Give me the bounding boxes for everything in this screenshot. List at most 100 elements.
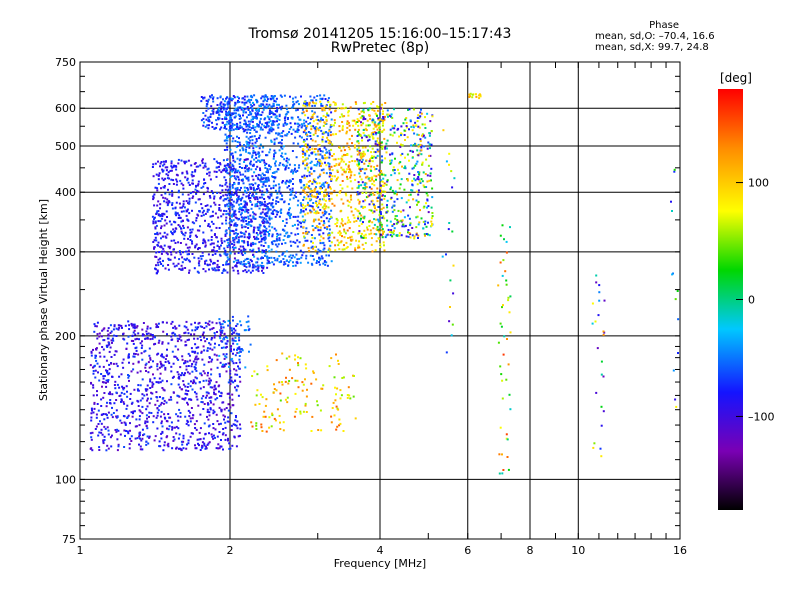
data-point (185, 393, 188, 395)
data-point (264, 98, 266, 101)
data-point (320, 169, 323, 172)
data-point (177, 358, 180, 361)
data-point (348, 168, 351, 171)
data-point (97, 409, 100, 412)
data-point (248, 350, 250, 353)
data-point (329, 192, 332, 195)
data-point (371, 135, 374, 138)
data-point (227, 199, 230, 202)
data-point (314, 132, 317, 135)
data-point (281, 198, 284, 201)
data-point (305, 257, 308, 260)
data-point (431, 196, 434, 199)
data-point (406, 153, 409, 156)
data-point (185, 344, 188, 347)
data-point (356, 135, 359, 137)
data-point (269, 109, 271, 112)
data-point (429, 120, 432, 123)
data-point (389, 159, 391, 162)
data-point (304, 105, 307, 108)
data-point (419, 111, 422, 114)
data-point (335, 225, 338, 228)
data-point (264, 177, 267, 180)
data-point (186, 420, 189, 423)
data-point (377, 220, 380, 223)
data-point (386, 180, 389, 183)
data-point (244, 225, 247, 228)
data-point (199, 335, 202, 338)
data-point (95, 325, 98, 328)
data-point (358, 159, 361, 162)
data-point (158, 172, 161, 175)
data-point (428, 179, 431, 182)
data-point (319, 185, 322, 188)
data-point (307, 123, 310, 125)
data-point (222, 414, 225, 417)
data-point (360, 124, 363, 127)
data-point (132, 326, 135, 329)
data-point (421, 123, 424, 126)
data-point (212, 409, 215, 412)
data-point (278, 381, 281, 384)
data-point (306, 135, 309, 138)
data-point (155, 264, 157, 267)
data-point (251, 375, 254, 377)
data-point (175, 214, 178, 217)
data-point (366, 226, 368, 229)
data-point (134, 347, 137, 350)
data-point (202, 238, 205, 241)
data-point (368, 220, 371, 223)
data-point (146, 393, 148, 396)
data-point (181, 193, 184, 196)
data-point (110, 356, 113, 358)
data-point (159, 162, 162, 165)
data-point (145, 414, 148, 417)
data-point (112, 412, 115, 414)
data-point (208, 396, 211, 399)
data-point (229, 161, 232, 164)
data-point (347, 237, 349, 239)
data-point (238, 241, 240, 244)
data-point (333, 189, 336, 192)
data-point (93, 401, 96, 404)
data-point (148, 347, 151, 350)
data-point (244, 269, 247, 272)
data-point (311, 263, 314, 266)
data-point (240, 179, 243, 182)
data-point (296, 100, 299, 103)
data-point (251, 175, 254, 178)
data-point (321, 191, 323, 194)
data-point (229, 322, 231, 325)
data-point (284, 398, 287, 401)
data-point (235, 170, 238, 173)
data-point (291, 150, 294, 152)
data-point (359, 116, 362, 119)
data-point (245, 140, 248, 143)
data-point (245, 150, 247, 153)
data-point (362, 129, 365, 131)
data-point (330, 124, 333, 126)
data-point (141, 344, 144, 347)
data-point (311, 195, 314, 198)
data-point (271, 123, 274, 126)
data-point (319, 100, 322, 103)
data-point (204, 125, 207, 128)
data-point (174, 355, 177, 358)
data-point (360, 205, 363, 208)
data-point (202, 437, 205, 440)
data-point (93, 323, 96, 326)
data-point (382, 230, 385, 233)
data-point (284, 122, 287, 124)
data-point (208, 414, 211, 417)
data-point (211, 126, 214, 128)
data-point (186, 360, 189, 363)
data-point (316, 191, 319, 194)
data-point (322, 124, 325, 127)
data-point (212, 437, 215, 440)
data-point (507, 468, 510, 471)
data-point (286, 161, 289, 164)
data-point (292, 240, 295, 243)
data-point (425, 186, 428, 188)
data-point (198, 438, 201, 441)
data-point (252, 149, 255, 152)
